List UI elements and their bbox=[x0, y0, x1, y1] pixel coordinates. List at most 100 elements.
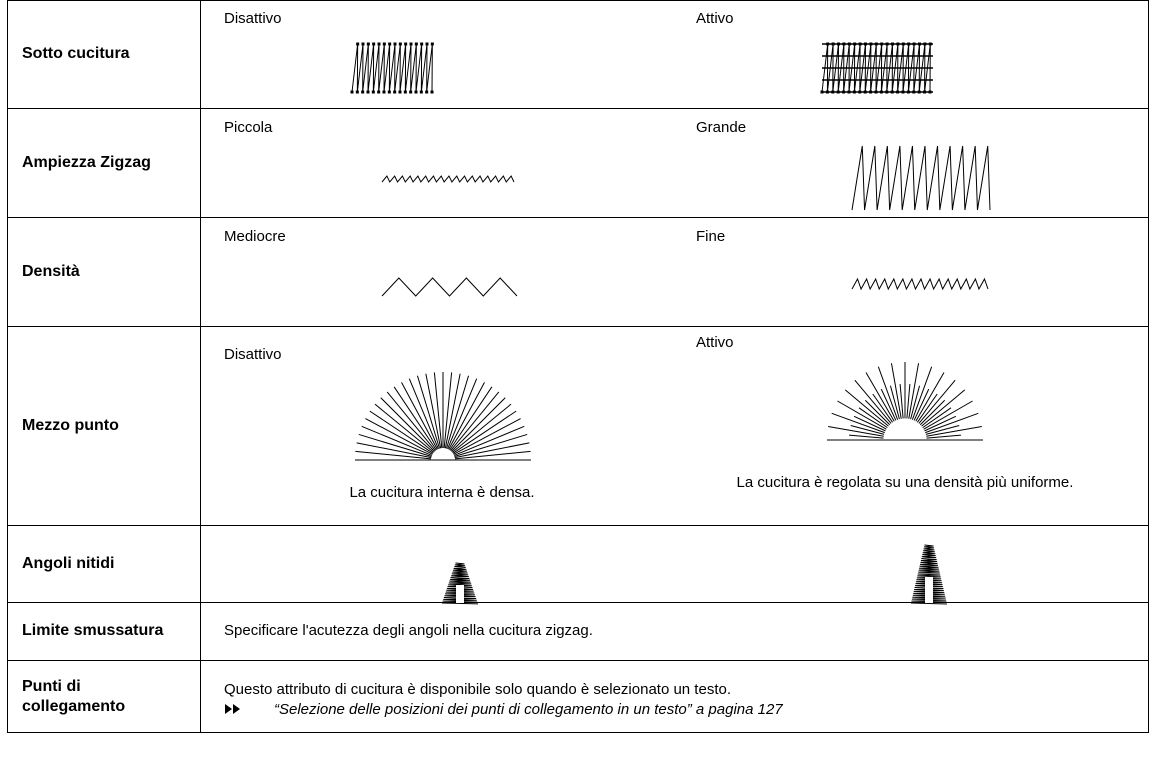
stitch-dot bbox=[377, 42, 381, 46]
stitch-illustration bbox=[454, 433, 528, 457]
stitch-illustration bbox=[880, 388, 897, 421]
row-label: Sotto cucitura bbox=[22, 45, 130, 62]
stitch-illustration bbox=[408, 378, 439, 450]
stitch-dot bbox=[398, 42, 402, 46]
stitch-illustration bbox=[926, 434, 961, 439]
stitch-illustration bbox=[919, 399, 946, 426]
stitch-illustration bbox=[910, 385, 921, 420]
stitch-illustration bbox=[899, 384, 904, 419]
stitch-illustration bbox=[877, 366, 899, 420]
body-text: Questo attributo di cucitura è disponibi… bbox=[224, 681, 731, 698]
row-label: Densità bbox=[22, 262, 80, 280]
note: La cucitura è regolata su una densità pi… bbox=[736, 474, 1074, 491]
table-borders bbox=[7, 0, 1149, 733]
stitch-dot bbox=[404, 42, 408, 46]
cross-reference: “Selezione delle posizioni dei punti di … bbox=[274, 701, 783, 718]
stitch-illustration bbox=[393, 386, 437, 451]
stitch-illustration bbox=[416, 375, 440, 449]
stitch-dot bbox=[366, 42, 370, 46]
stitch-illustration bbox=[374, 403, 435, 453]
row-label: Punti di collegamento bbox=[22, 677, 126, 715]
caption: Fine bbox=[696, 228, 726, 245]
stitch-dot bbox=[398, 90, 402, 94]
stitch-dot bbox=[393, 42, 397, 46]
stitch-illustration bbox=[925, 424, 960, 435]
stitch-illustration bbox=[453, 418, 521, 455]
caption: Mediocre bbox=[224, 228, 286, 245]
stitch-dot bbox=[409, 90, 413, 94]
stitch-illustration bbox=[849, 434, 884, 439]
stitch-illustration bbox=[381, 175, 515, 183]
stitch-illustration bbox=[889, 385, 900, 420]
stitch-dot bbox=[356, 42, 360, 46]
stitch-illustration bbox=[444, 373, 461, 449]
stitch-illustration bbox=[450, 391, 500, 452]
row-label: Mezzo punto bbox=[22, 416, 119, 434]
stitch-illustration bbox=[858, 407, 888, 429]
caption: Grande bbox=[696, 119, 747, 136]
caption: Attivo bbox=[696, 334, 734, 351]
stitch-illustration bbox=[913, 388, 930, 421]
stitch-illustration bbox=[356, 442, 432, 459]
stitch-illustration bbox=[925, 412, 979, 434]
stitch-illustration bbox=[451, 403, 512, 453]
caption: Piccola bbox=[224, 119, 273, 136]
stitch-illustration bbox=[865, 372, 895, 422]
caption: Disattivo bbox=[224, 10, 282, 27]
stitch-illustration bbox=[908, 363, 920, 419]
stitch-illustration bbox=[351, 43, 433, 93]
stitch-dot bbox=[377, 90, 381, 94]
stitch-dot bbox=[430, 42, 434, 46]
stitch-illustration bbox=[910, 544, 948, 605]
stitch-dot bbox=[420, 42, 424, 46]
caption: Disattivo bbox=[224, 346, 282, 363]
stitch-illustration bbox=[851, 277, 989, 291]
stitch-illustration bbox=[828, 425, 884, 437]
stitch-illustration bbox=[921, 389, 966, 427]
stitch-dot bbox=[393, 90, 397, 94]
stitch-illustration bbox=[850, 424, 885, 435]
row-label: Ampiezza Zigzag bbox=[22, 153, 151, 171]
stitch-illustration bbox=[831, 412, 885, 434]
stitch-illustration bbox=[926, 425, 982, 437]
stitch-illustration bbox=[872, 393, 894, 423]
stitch-illustration bbox=[448, 382, 485, 450]
stitch-illustration bbox=[433, 372, 443, 449]
stitch-illustration bbox=[453, 425, 525, 456]
stitch-illustration bbox=[381, 277, 518, 297]
stitch-illustration bbox=[380, 397, 435, 452]
stitch-dot bbox=[419, 90, 423, 94]
stitch-illustration bbox=[851, 145, 991, 211]
stitch-illustration bbox=[355, 450, 432, 460]
stitch-dot bbox=[361, 42, 365, 46]
stitch-illustration bbox=[401, 382, 438, 450]
stitch-illustration bbox=[365, 418, 433, 455]
stitch-illustration bbox=[369, 410, 434, 454]
stitch-illustration bbox=[456, 585, 464, 603]
stitch-illustration bbox=[449, 386, 493, 451]
stitch-dot bbox=[355, 90, 359, 94]
link-arrow-icon bbox=[225, 704, 240, 714]
stitch-illustration bbox=[447, 378, 478, 450]
stitch-illustration bbox=[916, 393, 938, 423]
stitch-dot bbox=[414, 42, 418, 46]
stitch-illustration bbox=[386, 391, 436, 452]
stitch-illustration bbox=[853, 415, 886, 432]
stitch-dot bbox=[382, 42, 386, 46]
stitch-illustration bbox=[915, 372, 945, 422]
stitch-dot bbox=[430, 90, 434, 94]
stitch-illustration bbox=[358, 433, 432, 457]
stitch-illustration bbox=[361, 425, 433, 456]
stitch-dot bbox=[425, 42, 429, 46]
stitch-illustration bbox=[890, 363, 902, 419]
stitch-illustration bbox=[924, 415, 957, 432]
stitch-dot bbox=[366, 90, 370, 94]
stitch-dot bbox=[350, 90, 354, 94]
stitch-illustration bbox=[837, 400, 887, 430]
row-label: Angoli nitidi bbox=[22, 554, 115, 572]
stitch-illustration bbox=[454, 442, 530, 459]
stitch-illustration bbox=[923, 400, 973, 430]
stitch-dot bbox=[371, 90, 375, 94]
